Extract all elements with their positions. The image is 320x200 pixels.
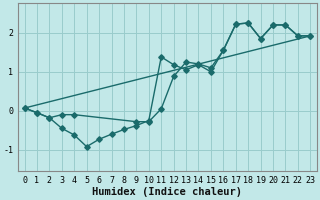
X-axis label: Humidex (Indice chaleur): Humidex (Indice chaleur) [92, 186, 243, 197]
